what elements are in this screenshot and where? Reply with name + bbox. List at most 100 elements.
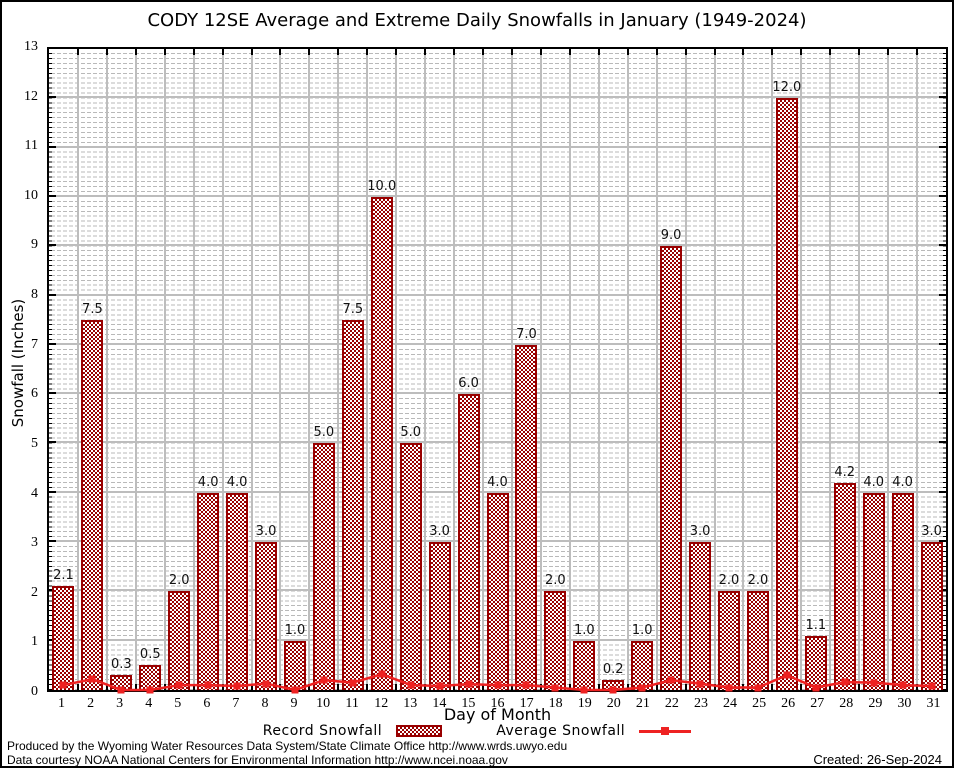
bar-value-label: 3.0 bbox=[921, 524, 942, 540]
record-snowfall-bar-day-30 bbox=[891, 492, 914, 690]
bar-value-label: 2.0 bbox=[718, 573, 740, 589]
y-tick-label-7: 7 bbox=[31, 336, 38, 352]
y-tick-label-5: 5 bbox=[31, 435, 38, 451]
grid-day-boundary-line bbox=[539, 49, 542, 690]
average-marker-day-27 bbox=[812, 684, 820, 692]
y-tick-label-11: 11 bbox=[24, 138, 38, 154]
record-snowfall-bar-day-14 bbox=[428, 542, 451, 690]
average-marker-day-21 bbox=[638, 684, 646, 692]
record-snowfall-bar-day-15 bbox=[457, 394, 480, 690]
record-snowfall-bar-day-9 bbox=[283, 640, 306, 690]
record-snowfall-bar-day-22 bbox=[660, 246, 683, 690]
y-axis-tick-labels: 0 1 2 3 4 5 6 7 8 9 10 11 12 13 bbox=[2, 39, 42, 699]
bar-value-label: 7.0 bbox=[516, 326, 537, 342]
record-snowfall-bar-day-8 bbox=[255, 542, 278, 690]
record-snowfall-bar-day-5 bbox=[168, 591, 191, 690]
bar-value-label: 2.0 bbox=[168, 573, 190, 589]
record-snowfall-bar-day-17 bbox=[515, 344, 538, 690]
x-tick-label-day-11: 11 bbox=[345, 696, 359, 711]
average-marker-day-1 bbox=[59, 681, 67, 689]
footer-data-courtesy: Data courtesy NOAA National Centers for … bbox=[7, 753, 508, 767]
bar-value-label: 0.3 bbox=[110, 657, 132, 673]
record-snowfall-bar-day-12 bbox=[370, 196, 393, 690]
record-snowfall-bar-day-1 bbox=[52, 586, 75, 690]
footer-producer: Produced by the Wyoming Water Resources … bbox=[7, 739, 568, 753]
plot-area: 2.1 7.5 0.3 0.5 2.0 4.0 4.0 3.0 1.0 5.0 7.5 10.0 5.0… bbox=[47, 47, 948, 692]
x-tick-label-day-26: 26 bbox=[781, 696, 796, 711]
x-tick-label-day-27: 27 bbox=[810, 696, 825, 711]
bar-value-label: 3.0 bbox=[689, 524, 711, 540]
average-marker-day-20 bbox=[609, 686, 617, 694]
x-tick-label-day-3: 3 bbox=[116, 696, 124, 711]
bar-value-label: 1.0 bbox=[284, 622, 306, 638]
average-marker-day-14 bbox=[436, 682, 444, 690]
grid-day-boundary-line bbox=[684, 49, 687, 690]
grid-day-boundary-line bbox=[424, 49, 427, 690]
bar-value-label: 7.5 bbox=[82, 302, 103, 318]
y-tick-label-13: 13 bbox=[24, 39, 38, 54]
bar-value-label: 4.0 bbox=[863, 474, 884, 490]
grid-day-boundary-line bbox=[395, 49, 398, 690]
average-marker-day-13 bbox=[407, 681, 415, 689]
x-tick-label-day-17: 17 bbox=[519, 696, 534, 711]
record-snowfall-bar-day-25 bbox=[746, 591, 769, 690]
y-tick-label-8: 8 bbox=[31, 287, 38, 303]
bar-value-label: 5.0 bbox=[400, 425, 422, 441]
grid-day-boundary-line bbox=[105, 49, 108, 690]
y-tick-label-3: 3 bbox=[31, 535, 38, 551]
grid-major-line bbox=[49, 96, 946, 99]
average-marker-day-5 bbox=[175, 681, 183, 689]
x-tick-label-day-23: 23 bbox=[693, 696, 708, 711]
bar-value-label: 6.0 bbox=[458, 376, 479, 392]
average-marker-day-24 bbox=[725, 684, 733, 692]
grid-day-boundary-line bbox=[76, 49, 79, 690]
bar-value-label: 2.0 bbox=[747, 573, 769, 589]
average-marker-day-7 bbox=[233, 682, 241, 690]
y-tick-label-10: 10 bbox=[24, 187, 38, 203]
y-minor-ticks-right bbox=[943, 49, 946, 690]
x-tick-label-day-14: 14 bbox=[432, 696, 447, 711]
record-snowfall-bar-day-7 bbox=[226, 492, 249, 690]
bar-value-label: 1.0 bbox=[631, 622, 653, 638]
x-tick-label-day-19: 19 bbox=[577, 696, 592, 711]
legend-average-label: Average Snowfall bbox=[496, 723, 626, 739]
x-axis-tick-labels: 1 2 3 4 5 6 7 8 9 10 11 12 13 14 15 16 17 18 19 20 21 22 23 24 2… bbox=[47, 696, 948, 712]
y-minor-ticks-left bbox=[49, 49, 52, 690]
y-tick-label-4: 4 bbox=[31, 485, 38, 501]
bar-value-label: 4.0 bbox=[892, 474, 913, 490]
grid-major-line bbox=[49, 293, 946, 296]
x-tick-label-day-15: 15 bbox=[461, 696, 476, 711]
record-snowfall-bar-day-16 bbox=[486, 492, 509, 690]
x-tick-label-day-7: 7 bbox=[232, 696, 240, 711]
bar-value-label: 4.0 bbox=[226, 474, 248, 490]
average-marker-day-23 bbox=[696, 680, 704, 688]
x-tick-label-day-6: 6 bbox=[203, 696, 211, 711]
grid-major-line bbox=[49, 342, 946, 345]
record-snowfall-bar-day-2 bbox=[81, 320, 104, 690]
x-tick-label-day-2: 2 bbox=[87, 696, 95, 711]
x-tick-label-day-24: 24 bbox=[723, 696, 738, 711]
grid-major-line bbox=[49, 145, 946, 148]
average-marker-day-19 bbox=[580, 686, 588, 694]
grid-day-boundary-line bbox=[887, 49, 890, 690]
record-snowfall-bar-day-4 bbox=[139, 665, 162, 690]
grid-day-boundary-line bbox=[655, 49, 658, 690]
x-tick-label-day-1: 1 bbox=[58, 696, 66, 711]
average-marker-day-4 bbox=[146, 686, 154, 694]
x-tick-label-day-5: 5 bbox=[174, 696, 182, 711]
x-tick-label-day-28: 28 bbox=[839, 696, 854, 711]
x-tick-label-day-16: 16 bbox=[490, 696, 505, 711]
grid-major-line bbox=[49, 392, 946, 395]
grid-day-boundary-line bbox=[250, 49, 253, 690]
record-snowfall-bar-day-19 bbox=[573, 640, 596, 690]
record-snowfall-bar-day-20 bbox=[602, 680, 625, 690]
x-tick-label-day-9: 9 bbox=[290, 696, 298, 711]
grid-day-boundary-line bbox=[771, 49, 774, 690]
record-snowfall-bar-day-11 bbox=[341, 320, 364, 690]
grid-day-boundary-line bbox=[221, 49, 224, 690]
average-marker-day-26 bbox=[783, 671, 791, 679]
y-tick-label-6: 6 bbox=[31, 386, 38, 402]
bar-value-label: 2.1 bbox=[53, 568, 74, 584]
y-tick-label-1: 1 bbox=[31, 634, 38, 650]
average-marker-day-28 bbox=[841, 678, 849, 686]
